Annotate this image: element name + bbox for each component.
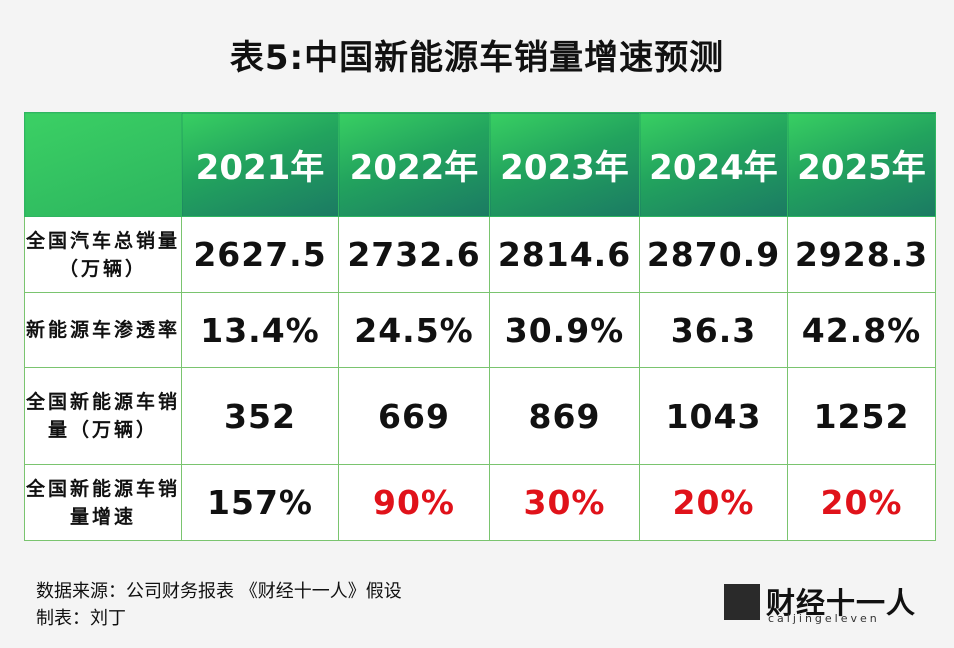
table-cell-highlight: 20%	[787, 464, 936, 541]
table-cell-highlight: 20%	[639, 464, 788, 541]
table-cell-highlight: 30%	[489, 464, 640, 541]
table-cell: 13.4%	[181, 292, 339, 368]
table-row: 全国新能源车销量（万辆） 352 669 869 1043 1252	[24, 367, 936, 465]
footer-notes: 数据来源：公司财务报表 《财经十一人》假设 制表：刘丁	[36, 578, 402, 632]
table-cell: 24.5%	[338, 292, 490, 368]
table-cell: 2627.5	[181, 216, 339, 293]
table-header-row: 2021年 2022年 2023年 2024年 2025年	[24, 112, 936, 217]
table-cell: 1252	[787, 367, 936, 465]
table-cell: 2870.9	[639, 216, 788, 293]
table-row: 新能源车渗透率 13.4% 24.5% 30.9% 36.3 42.8%	[24, 292, 936, 368]
table-cell: 42.8%	[787, 292, 936, 368]
table-cell: 157%	[181, 464, 339, 541]
brand-subtitle: caijingeleven	[768, 612, 880, 625]
year-header: 2025年	[787, 112, 936, 217]
table-cell: 352	[181, 367, 339, 465]
year-header: 2022年	[338, 112, 490, 217]
table-cell: 669	[338, 367, 490, 465]
page-title: 表5:中国新能源车销量增速预测	[229, 38, 725, 78]
year-header: 2023年	[489, 112, 640, 217]
table-cell: 30.9%	[489, 292, 640, 368]
table-row: 全国新能源车销量增速 157% 90% 30% 20% 20%	[24, 464, 936, 541]
table-cell: 2928.3	[787, 216, 936, 293]
table-cell: 869	[489, 367, 640, 465]
year-header: 2024年	[639, 112, 788, 217]
table-cell: 2732.6	[338, 216, 490, 293]
brand-name: 财经十一人	[766, 586, 917, 620]
table-cell: 1043	[639, 367, 788, 465]
logo-badge-icon	[724, 584, 760, 620]
row-label: 全国新能源车销量（万辆）	[24, 367, 182, 465]
forecast-table: 2021年 2022年 2023年 2024年 2025年 全国汽车总销量（万辆…	[24, 112, 936, 541]
header-corner-cell	[24, 112, 182, 217]
table-cell: 2814.6	[489, 216, 640, 293]
year-header: 2021年	[181, 112, 339, 217]
table-row: 全国汽车总销量（万辆） 2627.5 2732.6 2814.6 2870.9 …	[24, 216, 936, 293]
table-cell-highlight: 90%	[338, 464, 490, 541]
table-cell: 36.3	[639, 292, 788, 368]
brand-logo: 财经十一人 caijingeleven	[724, 584, 924, 625]
data-source-note: 数据来源：公司财务报表 《财经十一人》假设	[36, 581, 402, 602]
row-label: 全国汽车总销量（万辆）	[24, 216, 182, 293]
row-label: 新能源车渗透率	[24, 292, 182, 368]
author-note: 制表：刘丁	[36, 608, 126, 629]
row-label: 全国新能源车销量增速	[24, 464, 182, 541]
